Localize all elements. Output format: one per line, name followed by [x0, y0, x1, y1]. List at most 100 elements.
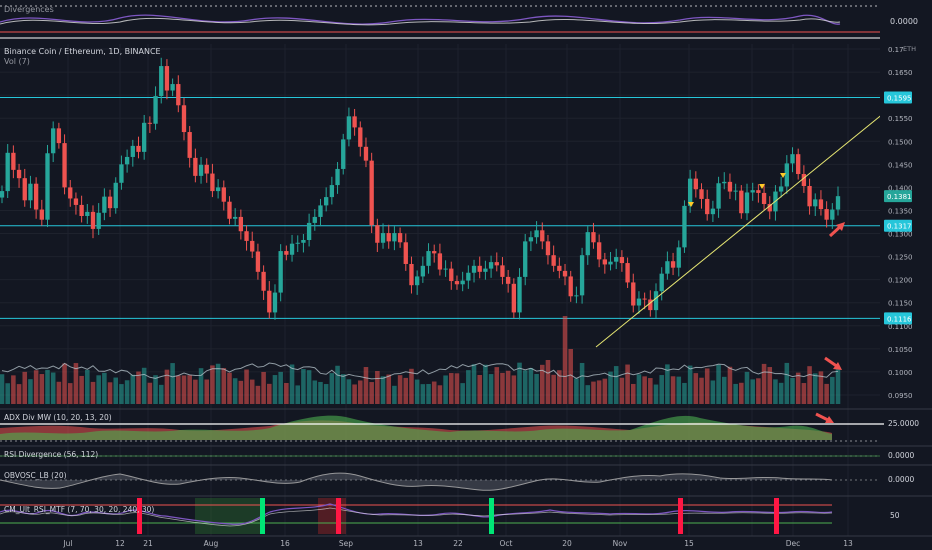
- candle: [187, 126, 192, 168]
- price-badge: 0.1595: [884, 91, 912, 104]
- adx-label: ADX Div MW (10, 20, 13, 20): [4, 413, 112, 422]
- candle: [369, 152, 374, 234]
- volume-bar: [187, 375, 192, 404]
- volume-bar: [90, 381, 96, 404]
- top-pane: Divergences 0.0000: [0, 0, 926, 44]
- price-tick-label: 0.1000: [888, 369, 913, 377]
- volume-bar: [221, 368, 227, 404]
- candle: [483, 260, 488, 280]
- volume-bar: [267, 383, 272, 404]
- candle: [636, 291, 642, 314]
- price-badge: 0.1116: [884, 312, 912, 325]
- candle: [318, 198, 323, 227]
- volume-bar: [16, 384, 22, 404]
- volume-bar: [721, 376, 727, 404]
- candle: [500, 257, 505, 285]
- volume-bar: [158, 384, 164, 404]
- candle: [312, 209, 317, 231]
- candle: [267, 281, 272, 319]
- candle: [631, 273, 636, 313]
- svg-text:0.1381: 0.1381: [887, 193, 912, 201]
- volume-bar: [403, 377, 409, 404]
- volume-bar: [11, 375, 16, 404]
- volume-bar: [454, 373, 460, 404]
- candle: [454, 275, 460, 290]
- volume-bar: [176, 375, 181, 404]
- obv-value: 0.0000: [888, 475, 914, 484]
- volume-bar: [358, 380, 363, 404]
- volume-bar: [278, 371, 283, 404]
- volume-bar: [716, 364, 721, 404]
- candle: [511, 278, 516, 318]
- candle: [545, 234, 551, 265]
- volume-bar: [255, 385, 261, 404]
- candle: [807, 178, 812, 215]
- candle: [733, 183, 738, 201]
- volume-bar: [835, 367, 841, 404]
- volume-bar: [147, 382, 153, 404]
- volume-bar: [488, 374, 494, 404]
- volume-bar: [73, 363, 79, 404]
- volume-bar: [659, 375, 664, 404]
- volume-bar: [613, 366, 619, 404]
- x-tick-label: 13: [843, 539, 853, 548]
- volume-bar: [471, 364, 477, 404]
- candle: [534, 221, 539, 244]
- volume-bar: [710, 380, 716, 404]
- x-tick-label: 16: [280, 539, 290, 548]
- currency-label: ETH: [903, 45, 916, 53]
- divergence-markers: [688, 173, 786, 207]
- candle: [363, 137, 369, 168]
- price-tick-label: 0.1250: [888, 254, 913, 262]
- candle: [801, 165, 807, 193]
- volume-bar: [124, 380, 130, 404]
- volume-bar: [579, 362, 585, 404]
- x-tick-label: 20: [562, 539, 572, 548]
- volume-bar: [318, 381, 323, 404]
- price-tick-label: 0.1050: [888, 346, 913, 354]
- candle: [602, 252, 607, 274]
- candle: [33, 177, 39, 219]
- candle: [818, 190, 824, 216]
- price-tick-label: 0.1150: [888, 300, 913, 308]
- volume-bar: [79, 375, 84, 404]
- candle: [96, 203, 101, 235]
- candle: [682, 200, 687, 253]
- candle: [341, 133, 346, 175]
- volume-bar: [56, 381, 62, 404]
- volume-bar: [301, 369, 306, 404]
- trendline: [595, 112, 885, 348]
- volume-bar: [699, 377, 704, 404]
- candle: [477, 256, 482, 279]
- candle: [215, 179, 221, 199]
- candle: [164, 59, 170, 100]
- volume-bar: [295, 385, 301, 404]
- candle: [380, 223, 386, 249]
- candle: [107, 189, 113, 217]
- candle: [392, 226, 397, 251]
- candle: [352, 108, 357, 136]
- x-tick-label: 12: [115, 539, 125, 548]
- candle: [73, 192, 79, 215]
- price-tick-label: 0.1500: [888, 138, 913, 146]
- candle: [835, 186, 841, 216]
- candle: [147, 116, 153, 133]
- candle: [51, 121, 56, 163]
- volume-bar: [539, 364, 545, 404]
- x-tick-label: Dec: [786, 539, 801, 548]
- volume-bar: [750, 379, 755, 404]
- volume-bar: [431, 381, 437, 404]
- volume-bar: [551, 374, 556, 404]
- volume-bar: [204, 379, 210, 404]
- volume-bar: [756, 378, 761, 404]
- svg-text:0.1317: 0.1317: [887, 223, 912, 231]
- candle: [233, 208, 238, 226]
- candle: [722, 172, 727, 190]
- candle: [79, 195, 84, 223]
- candle: [198, 156, 204, 184]
- candle: [716, 176, 721, 218]
- candle: [22, 168, 27, 207]
- candle: [727, 173, 733, 199]
- volume-bar: [409, 368, 414, 404]
